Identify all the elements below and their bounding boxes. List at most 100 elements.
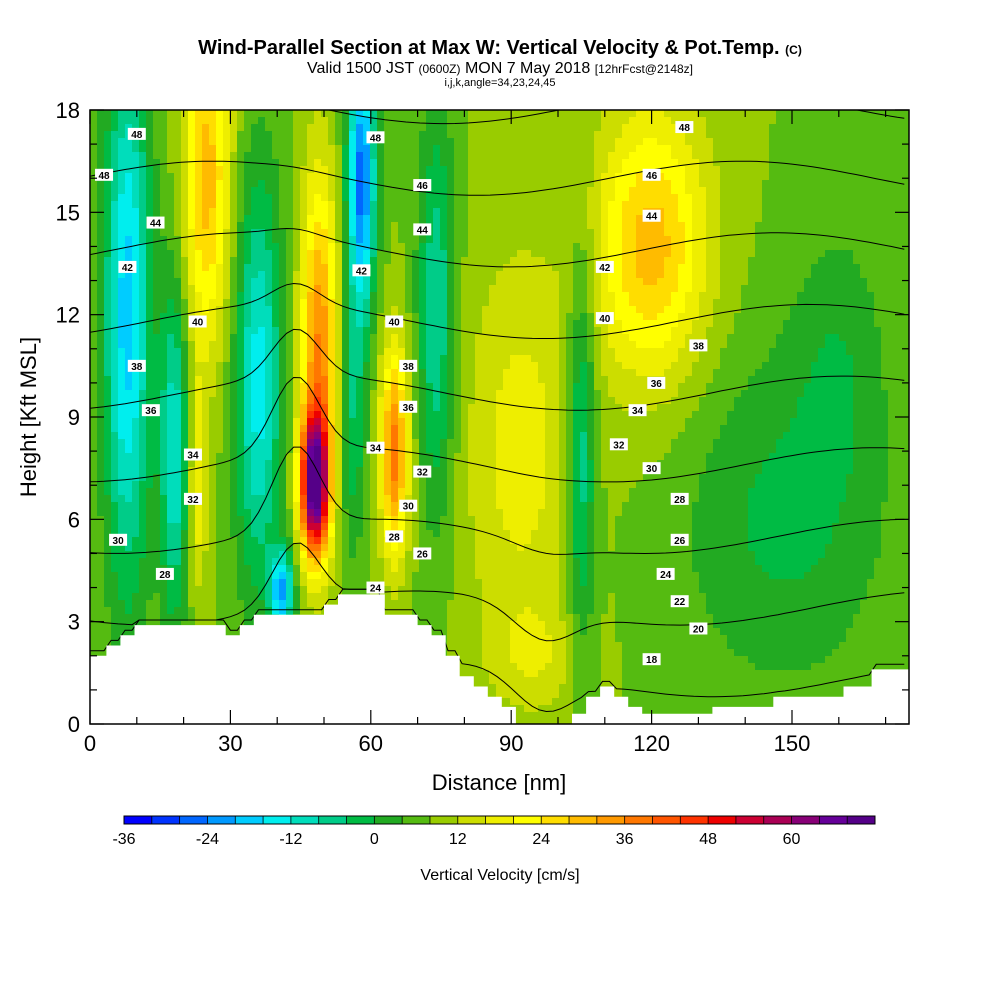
w-cell xyxy=(797,124,805,132)
w-cell xyxy=(699,264,707,272)
w-cell xyxy=(839,383,847,391)
w-cell xyxy=(769,110,777,118)
w-cell xyxy=(454,236,462,244)
w-cell xyxy=(713,110,721,118)
w-cell xyxy=(517,117,525,125)
w-cell xyxy=(503,341,511,349)
w-cell xyxy=(153,124,161,132)
w-cell xyxy=(636,390,644,398)
w-cell xyxy=(398,145,406,153)
w-cell xyxy=(881,187,889,195)
w-cell xyxy=(104,383,112,391)
w-cell xyxy=(517,278,525,286)
w-cell xyxy=(293,334,301,342)
w-cell xyxy=(202,166,210,174)
w-cell xyxy=(503,159,511,167)
w-cell xyxy=(650,257,658,265)
w-cell xyxy=(321,131,329,139)
w-cell xyxy=(293,166,301,174)
w-cell xyxy=(125,222,133,230)
w-cell xyxy=(825,369,833,377)
w-cell xyxy=(503,215,511,223)
w-cell xyxy=(839,299,847,307)
w-cell xyxy=(230,243,238,251)
w-cell xyxy=(174,229,182,237)
w-cell xyxy=(139,306,147,314)
w-cell xyxy=(104,229,112,237)
w-cell xyxy=(104,369,112,377)
w-cell xyxy=(755,236,763,244)
w-cell xyxy=(727,327,735,335)
w-cell xyxy=(258,180,266,188)
w-cell xyxy=(314,348,322,356)
w-cell xyxy=(839,285,847,293)
w-cell xyxy=(97,320,105,328)
w-cell xyxy=(132,152,140,160)
w-cell xyxy=(853,327,861,335)
w-cell xyxy=(895,397,903,405)
w-cell xyxy=(783,320,791,328)
w-cell xyxy=(132,243,140,251)
w-cell xyxy=(727,138,735,146)
w-cell xyxy=(258,299,266,307)
w-cell xyxy=(755,348,763,356)
w-cell xyxy=(783,264,791,272)
w-cell xyxy=(804,173,812,181)
w-cell xyxy=(881,166,889,174)
w-cell xyxy=(902,117,909,125)
w-cell xyxy=(132,327,140,335)
w-cell xyxy=(629,222,637,230)
w-cell xyxy=(783,124,791,132)
w-cell xyxy=(741,124,749,132)
w-cell xyxy=(706,208,714,216)
w-cell xyxy=(748,215,756,223)
w-cell xyxy=(363,166,371,174)
w-cell xyxy=(202,327,210,335)
w-cell xyxy=(153,264,161,272)
w-cell xyxy=(314,131,322,139)
w-cell xyxy=(496,362,504,370)
w-cell xyxy=(503,320,511,328)
w-cell xyxy=(174,376,182,384)
w-cell xyxy=(279,110,287,118)
w-cell xyxy=(552,404,560,412)
w-cell xyxy=(391,369,399,377)
w-cell xyxy=(783,390,791,398)
w-cell xyxy=(685,306,693,314)
w-cell xyxy=(825,341,833,349)
w-cell xyxy=(482,355,490,363)
w-cell xyxy=(440,355,448,363)
w-cell xyxy=(209,215,217,223)
w-cell xyxy=(510,187,518,195)
w-cell xyxy=(594,306,602,314)
w-cell xyxy=(895,236,903,244)
w-cell xyxy=(258,278,266,286)
w-cell xyxy=(601,369,609,377)
w-cell xyxy=(580,404,588,412)
w-cell xyxy=(90,194,98,202)
w-cell xyxy=(846,110,854,118)
w-cell xyxy=(97,299,105,307)
w-cell xyxy=(524,159,532,167)
w-cell xyxy=(622,334,630,342)
w-cell xyxy=(615,236,623,244)
w-cell xyxy=(251,341,259,349)
w-cell xyxy=(783,215,791,223)
w-cell xyxy=(832,327,840,335)
w-cell xyxy=(111,145,119,153)
w-cell xyxy=(629,341,637,349)
w-cell xyxy=(790,159,798,167)
w-cell xyxy=(181,362,189,370)
w-cell xyxy=(188,243,196,251)
w-cell xyxy=(237,404,245,412)
w-cell xyxy=(328,110,336,118)
w-cell xyxy=(902,264,909,272)
w-cell xyxy=(629,124,637,132)
w-cell xyxy=(573,187,581,195)
w-cell xyxy=(314,369,322,377)
w-cell xyxy=(209,390,217,398)
w-cell xyxy=(167,299,175,307)
w-cell xyxy=(482,264,490,272)
w-cell xyxy=(475,299,483,307)
w-cell xyxy=(104,264,112,272)
